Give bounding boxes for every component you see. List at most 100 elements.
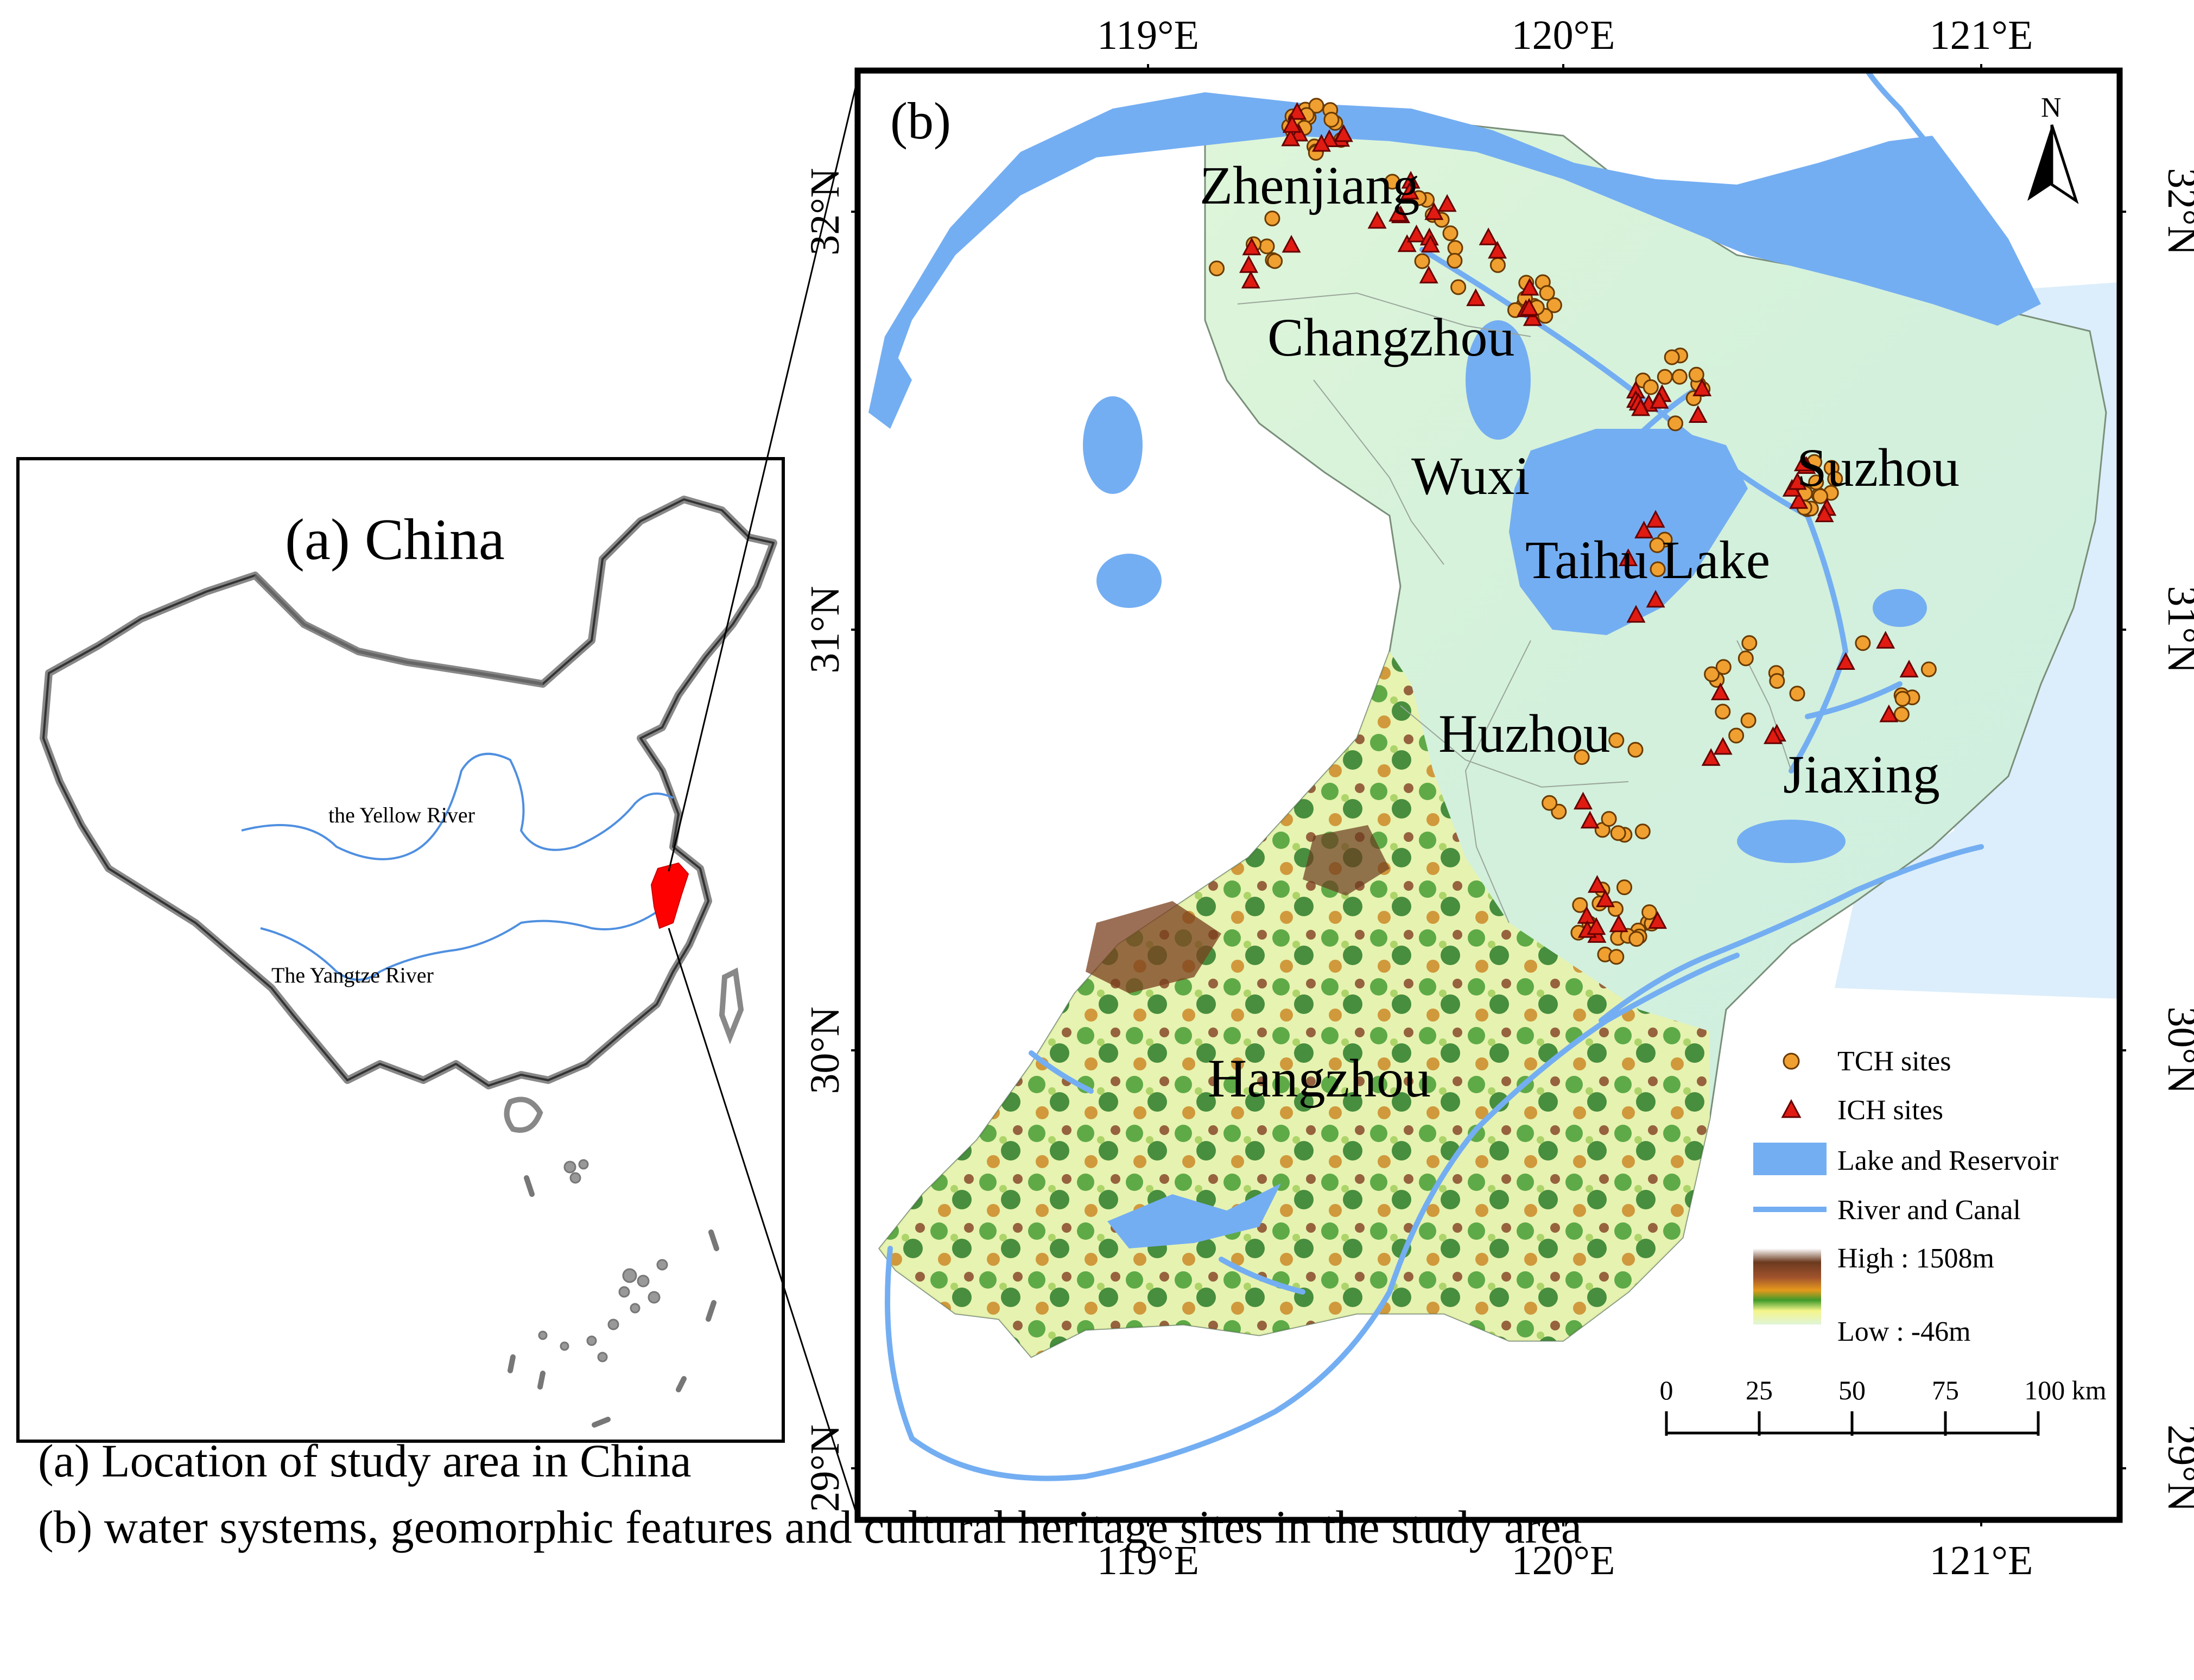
mountain-peak-zone-2 (1303, 825, 1390, 896)
city-label-zhenjiang: Zhenjiang (1200, 155, 1419, 215)
ich-site-marker (1631, 398, 1651, 416)
tch-site-marker (1704, 666, 1720, 682)
legend-high-label: High : 1508m (1837, 1243, 1994, 1274)
ich-site-marker (1580, 810, 1600, 829)
legend-tch-marker (1783, 1053, 1800, 1070)
scale-label-25: 25 (1746, 1375, 1773, 1405)
legend-ich-label: ICH sites (1837, 1095, 1943, 1126)
ich-site-marker (1281, 128, 1301, 147)
right-tick-29n: 29°N (2159, 1424, 2194, 1512)
tch-site-marker (1442, 225, 1459, 242)
ich-site-marker (1282, 234, 1301, 253)
qiantang-estuary (1737, 820, 1846, 863)
ich-site-marker (1479, 227, 1498, 245)
tch-site-marker (1308, 98, 1324, 114)
taihu-lake (1509, 429, 1748, 635)
ich-site-marker (1876, 631, 1895, 649)
legend-river-label: River and Canal (1837, 1195, 2021, 1226)
top-tick-120e: 120°E (1512, 12, 1615, 58)
caption-a: (a) Location of study area in China (38, 1435, 692, 1487)
tch-site-marker (1489, 257, 1506, 273)
tch-site-marker (1447, 240, 1463, 256)
scale-label-0: 0 (1660, 1375, 1673, 1405)
tch-site-marker (1542, 795, 1558, 811)
south-china-sea-islands (538, 1159, 668, 1362)
panel-b-frame (854, 67, 2123, 1523)
study-area-highlight (650, 862, 689, 929)
tch-site-marker (1740, 712, 1757, 728)
panel-a-title: (a) China (285, 508, 505, 572)
taiwan-island (719, 967, 744, 1044)
ich-site-marker (1573, 791, 1593, 810)
tch-site-marker (1667, 415, 1683, 432)
figure-captions: (a) Location of study area in China (b) … (38, 1428, 2155, 1560)
tch-site-marker (1769, 673, 1785, 689)
mongolia-border (253, 574, 543, 686)
tch-site-marker (1741, 635, 1758, 651)
left-tick-30n: 30°N (802, 1006, 848, 1094)
top-tick-121e: 121°E (1930, 12, 2033, 58)
tch-site-marker (1634, 823, 1651, 840)
city-label-changzhou: Changzhou (1267, 307, 1514, 367)
gehu-lake (1466, 320, 1531, 440)
tch-site-marker (1601, 811, 1617, 827)
ich-site-marker (1646, 589, 1665, 608)
tch-site-marker (1893, 706, 1910, 722)
ich-site-marker (1595, 889, 1615, 908)
ich-site-marker (1815, 504, 1834, 522)
tch-site-marker (1450, 279, 1467, 295)
tch-site-marker (1616, 879, 1632, 896)
ich-site-marker (1626, 605, 1646, 623)
tch-site-marker (1323, 112, 1340, 128)
bottom-tick-119e: 119°E (1097, 1538, 1199, 1583)
tch-site-marker (1855, 635, 1871, 651)
ich-site-marker (1587, 875, 1607, 893)
ich-site-marker (1388, 204, 1408, 222)
city-boundaries (1237, 292, 1792, 923)
ich-site-marker (1239, 255, 1259, 273)
tch-site-marker (1894, 690, 1911, 707)
caption-b: (b) water systems, geomorphic features a… (38, 1501, 1582, 1553)
tch-site-marker (1627, 741, 1644, 758)
ich-site-marker (1242, 237, 1261, 256)
ich-site-marker (1466, 288, 1486, 306)
scale-label-75: 75 (1932, 1375, 1959, 1405)
top-tick-labels: 119°E 120°E 121°E (1097, 12, 2033, 58)
ich-site-marker (1397, 234, 1417, 252)
ich-site-marker (1836, 652, 1855, 670)
city-label-hangzhou: Hangzhou (1208, 1048, 1431, 1108)
tch-site-marker (1539, 285, 1555, 301)
north-arrow: N (2027, 92, 2079, 205)
panel-b-label: (b) (890, 92, 951, 150)
tch-site-marker (1546, 297, 1562, 313)
tch-site-marker (1808, 474, 1824, 491)
ich-site-marker (1282, 115, 1302, 133)
tch-site-marker (1738, 650, 1754, 667)
tch-site-marker (1715, 659, 1732, 675)
ich-site-marker (1437, 194, 1457, 212)
legend-low-label: Low : -46m (1837, 1316, 1971, 1347)
tch-site-marker (1827, 471, 1843, 487)
hangzhou-hills (879, 651, 1710, 1357)
ich-site-marker (1646, 510, 1665, 528)
left-tick-31n: 31°N (802, 586, 848, 673)
west-lake-2 (1096, 554, 1162, 608)
ich-site-marker (1421, 234, 1440, 253)
top-tick-119e: 119°E (1097, 12, 1199, 58)
tch-site-marker (1657, 369, 1673, 385)
ich-site-marker (1288, 102, 1307, 120)
legend-elevation-ramp (1753, 1248, 1821, 1324)
ich-site-marker (1520, 277, 1539, 296)
tch-site-marker (1608, 949, 1625, 965)
ich-sites-layer (1239, 102, 1919, 943)
tch-site-marker (1812, 488, 1829, 504)
tch-site-marker (1641, 904, 1658, 920)
yangtze-river-label: The Yangtze River (271, 963, 434, 987)
mountain-peak-zone (1086, 901, 1221, 993)
ich-site-marker (1713, 737, 1733, 755)
ich-site-marker (1419, 265, 1438, 284)
ich-site-marker (1789, 491, 1809, 509)
west-lake-1 (1083, 396, 1143, 494)
tch-site-marker (1671, 369, 1688, 385)
panel-b-study-area-map: Zhenjiang Changzhou Wuxi Suzhou Taihu La… (802, 12, 2194, 1583)
